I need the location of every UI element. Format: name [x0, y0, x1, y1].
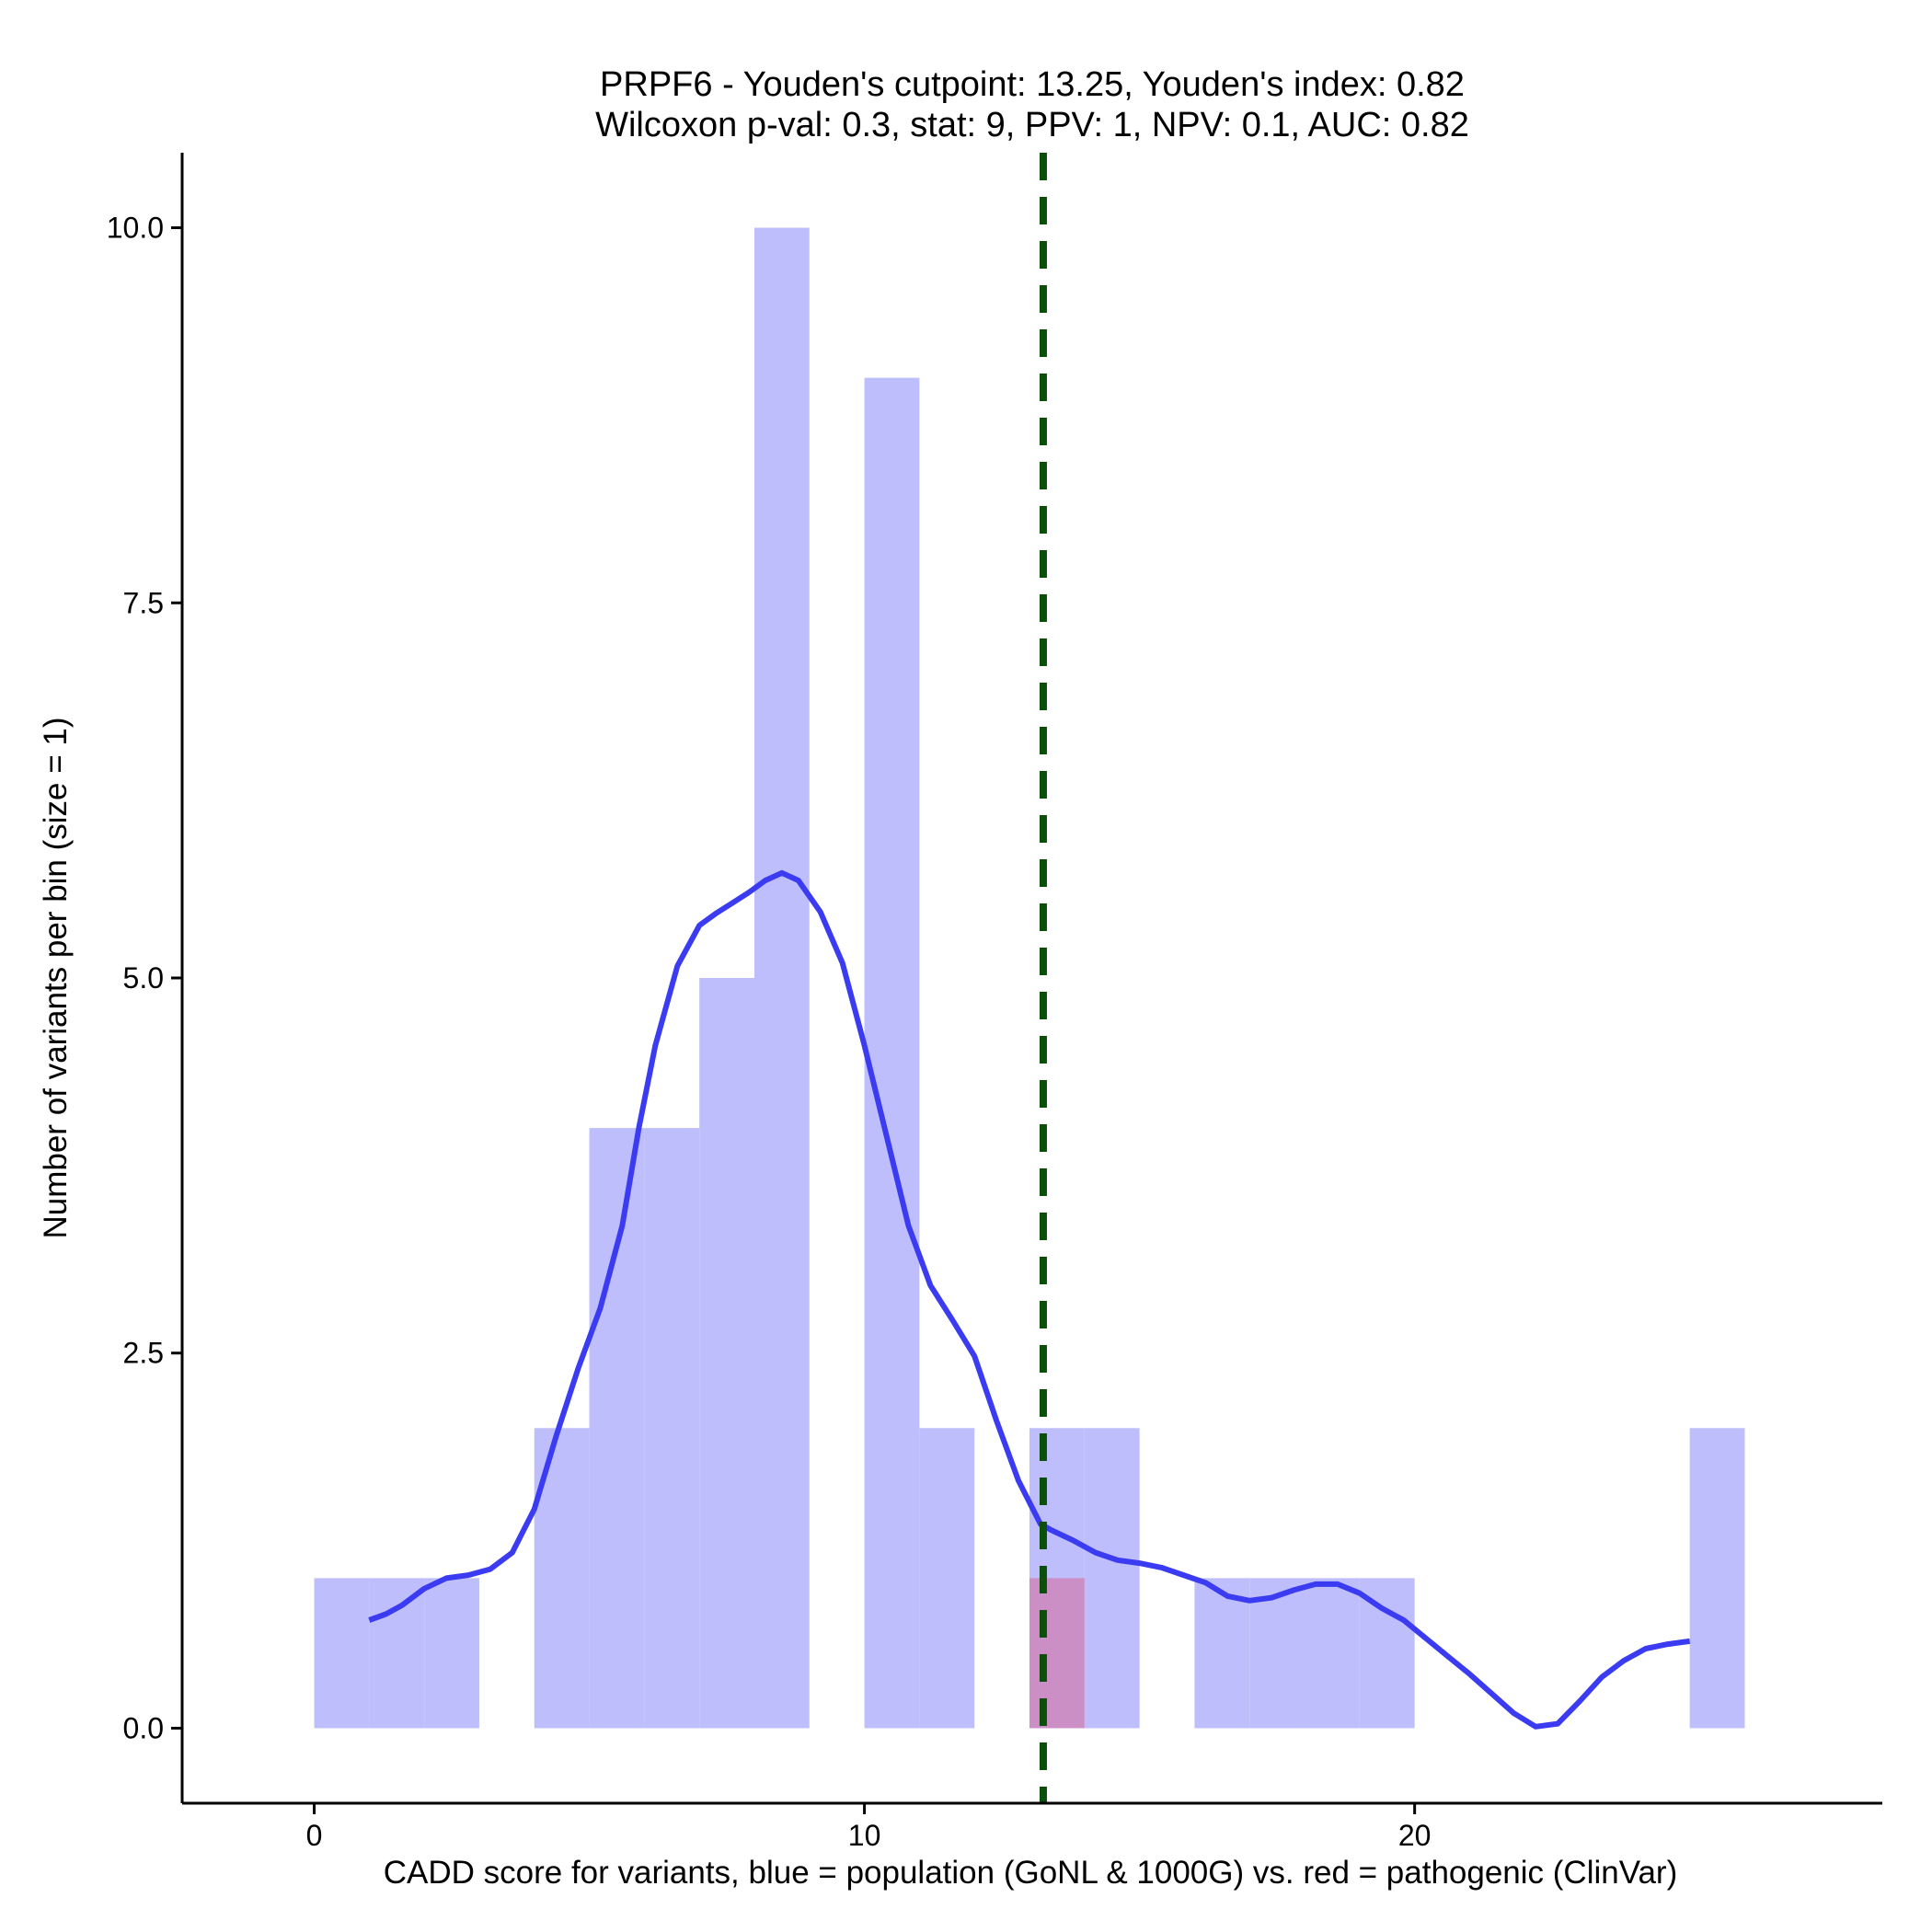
- population-bar-1: [369, 1578, 425, 1729]
- x-axis-title: CADD score for variants, blue = populati…: [384, 1855, 1678, 1891]
- population-bar-13: [1249, 1578, 1305, 1729]
- population-bar-2: [424, 1578, 479, 1729]
- population-bar-9: [919, 1428, 975, 1729]
- population-bar-7: [753, 227, 810, 1729]
- chart-title-line1: PRPF6 - Youden's cutpoint: 13.25, Youden…: [600, 65, 1465, 104]
- x-axis-ticks: 0 10 20: [306, 1803, 1432, 1852]
- population-density-curve: [368, 869, 1691, 1730]
- pathogenic-bar-0: [1029, 1578, 1085, 1729]
- y-tick-label: 7.5: [123, 586, 164, 619]
- y-tick-label: 0.0: [123, 1711, 164, 1744]
- population-bar-4: [589, 1128, 645, 1729]
- population-bar-8: [864, 377, 920, 1729]
- population-bar-5: [644, 1128, 700, 1729]
- y-axis-ticks: 0.0 2.5 5.0 7.5 10.0: [107, 212, 182, 1744]
- population-bar-6: [699, 978, 754, 1729]
- chart-title-line2: Wilcoxon p-val: 0.3, stat: 9, PPV: 1, NP…: [595, 106, 1469, 144]
- population-bar-11: [1084, 1428, 1140, 1729]
- x-tick-label: 10: [848, 1819, 881, 1852]
- population-bars: [314, 227, 1745, 1729]
- y-tick-label: 10.0: [107, 212, 164, 245]
- population-bar-0: [314, 1578, 370, 1729]
- y-axis-title: Number of variants per bin (size = 1): [38, 717, 74, 1238]
- population-bar-12: [1194, 1578, 1250, 1729]
- y-tick-label: 5.0: [123, 961, 164, 995]
- x-tick-label: 20: [1398, 1819, 1432, 1852]
- pathogenic-bars: [1029, 1578, 1085, 1729]
- population-bar-16: [1689, 1428, 1745, 1729]
- population-bar-15: [1359, 1578, 1415, 1729]
- population-bar-14: [1305, 1578, 1360, 1729]
- x-tick-label: 0: [306, 1819, 323, 1852]
- y-tick-label: 2.5: [123, 1337, 164, 1370]
